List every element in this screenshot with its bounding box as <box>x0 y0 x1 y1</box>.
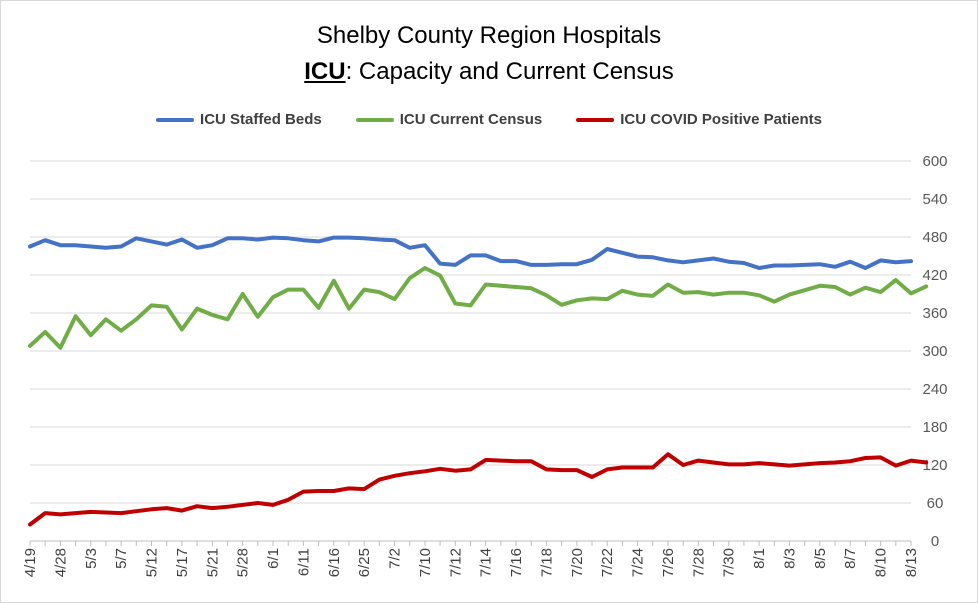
y-tick-label: 540 <box>922 191 947 208</box>
y-tick-label: 120 <box>922 457 947 474</box>
legend-swatch-staffed-beds <box>156 117 195 122</box>
x-tick-label: 7/14 <box>478 548 495 577</box>
x-tick-label: 5/7 <box>113 548 130 569</box>
x-tick-label: 7/22 <box>599 548 616 577</box>
series-line-0 <box>28 235 913 270</box>
legend-swatch-current-census <box>355 117 394 122</box>
y-tick-label: 300 <box>922 343 947 360</box>
x-tick-label: 8/7 <box>842 548 859 569</box>
x-tick-label: 6/16 <box>326 548 343 577</box>
x-tick-label: 7/24 <box>630 548 647 577</box>
chart-subtitle: ICU: Capacity and Current Census <box>0 58 978 86</box>
x-tick-label: 7/10 <box>417 548 434 577</box>
chart-title: Shelby County Region Hospitals <box>316 22 662 49</box>
series-line-1 <box>28 266 929 350</box>
x-tick-label: 5/12 <box>144 548 161 577</box>
x-tick-label: 7/26 <box>660 548 677 577</box>
legend-swatch-covid-positive <box>576 117 615 122</box>
x-tick-label: 7/12 <box>447 548 464 577</box>
x-tick-label: 8/10 <box>873 548 890 577</box>
y-tick-label: 420 <box>922 267 947 284</box>
legend-item-covid-positive: ICU COVID Positive Patients <box>576 111 822 128</box>
y-tick-label: 360 <box>922 305 947 322</box>
y-tick-label: 480 <box>922 229 947 246</box>
legend-item-current-census: ICU Current Census <box>355 111 543 128</box>
x-tick-label: 5/21 <box>204 548 221 577</box>
x-tick-label: 8/1 <box>751 548 768 569</box>
x-tick-label: 5/3 <box>83 548 100 569</box>
x-tick-label: 8/3 <box>781 548 798 569</box>
legend-label-current-census: ICU Current Census <box>399 111 543 128</box>
x-tick-label: 7/20 <box>569 548 586 577</box>
legend-label-staffed-beds: ICU Staffed Beds <box>200 111 322 128</box>
legend-item-staffed-beds: ICU Staffed Beds <box>156 111 322 128</box>
x-tick-label: 6/25 <box>356 548 373 577</box>
y-tick-label: 0 <box>931 533 939 550</box>
chart-legend: ICU Staffed Beds ICU Current Census ICU … <box>0 111 978 128</box>
x-tick-label: 7/18 <box>538 548 555 577</box>
x-tick-label: 8/13 <box>903 548 920 577</box>
legend-label-covid-positive: ICU COVID Positive Patients <box>620 111 822 128</box>
y-tick-label: 240 <box>922 381 947 398</box>
x-tick-label: 4/28 <box>52 548 69 577</box>
x-tick-label: 7/16 <box>508 548 525 577</box>
x-tick-label: 4/19 <box>22 548 39 577</box>
y-tick-label: 600 <box>922 153 947 170</box>
x-tick-label: 7/28 <box>690 548 707 577</box>
x-tick-label: 6/11 <box>295 548 312 576</box>
x-tick-label: 5/28 <box>235 548 252 577</box>
chart-subtitle-rest: : Capacity and Current Census <box>345 58 674 85</box>
x-tick-label: 7/2 <box>387 548 404 569</box>
x-tick-label: 7/30 <box>721 548 738 577</box>
x-tick-label: 5/17 <box>174 548 191 577</box>
x-tick-label: 6/1 <box>265 548 282 569</box>
series-line-2 <box>28 452 929 527</box>
x-tick-label: 8/5 <box>812 548 829 569</box>
y-tick-label: 180 <box>922 419 947 436</box>
y-tick-label: 60 <box>927 495 944 512</box>
chart-subtitle-bold: ICU <box>304 58 346 85</box>
